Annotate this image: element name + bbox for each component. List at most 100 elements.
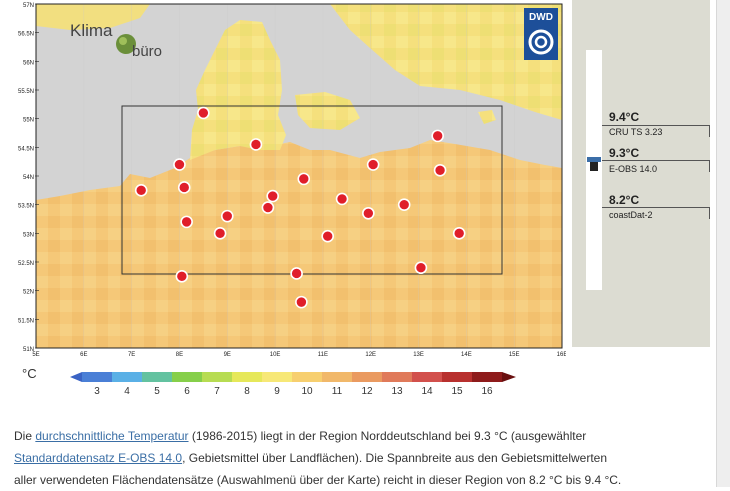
colorbar-right-arrow	[502, 372, 516, 382]
colorbar-tick-label: 10	[301, 386, 313, 397]
temperature-map: Klima büro DWD 57N 56.5N 56N 55.5N 55N 54.5N 5…	[18, 3, 567, 358]
stations-layer	[134, 106, 466, 309]
lon-label: 14E	[461, 352, 472, 356]
colorbar-segment	[352, 372, 383, 382]
lon-label: 8E	[176, 352, 183, 356]
source-cru: CRU TS 3.23	[609, 127, 663, 137]
temperature-colorbar: 3 4 5 6 7 8 9 10 11 12 13 14 15 16	[70, 372, 516, 397]
colorbar-left-arrow	[70, 372, 82, 382]
tick-line-coastdat	[602, 207, 710, 208]
tick-line-eobs	[602, 160, 710, 161]
lat-label: 54N	[23, 175, 34, 181]
land-jutland	[190, 20, 286, 160]
lat-label: 54.5N	[18, 146, 34, 152]
value-coastdat: 8.2°C	[609, 193, 640, 207]
lon-label: 15E	[509, 352, 520, 356]
station-marker[interactable]	[321, 229, 334, 243]
lat-label: 51.5N	[18, 318, 34, 324]
legend-unit: °C	[22, 366, 37, 381]
dataset-comparison-panel: 9.4°C CRU TS 3.23 9.3°C E-OBS 14.0 8.2°C…	[572, 0, 710, 347]
lon-label: 10E	[270, 352, 281, 356]
colorbar-segment	[202, 372, 233, 382]
colorbar-tick-label: 7	[214, 386, 220, 397]
source-coastdat: coastDat-2	[609, 210, 653, 220]
station-marker[interactable]	[397, 198, 411, 211]
colorbar-tick-label: 9	[274, 386, 280, 397]
station-marker[interactable]	[452, 227, 466, 240]
svg-text:büro: büro	[132, 43, 162, 60]
colorbar-tick-label: 3	[94, 386, 100, 397]
lat-label: 52.5N	[18, 261, 34, 267]
value-eobs: 9.3°C	[609, 146, 640, 160]
colorbar-tick-label: 6	[184, 386, 190, 397]
station-marker[interactable]	[414, 261, 428, 275]
land-sweden	[330, 4, 562, 120]
colorbar-segment	[442, 372, 473, 382]
lat-label: 52N	[23, 290, 34, 296]
station-marker[interactable]	[362, 206, 375, 220]
lon-label: 11E	[318, 352, 328, 356]
lat-label: 53N	[23, 232, 34, 238]
station-marker[interactable]	[220, 209, 234, 223]
lat-label: 55N	[23, 118, 34, 124]
colorbar-segment	[382, 372, 413, 382]
lat-label: 56N	[23, 60, 34, 66]
link-standard-dataset[interactable]: Standarddatensatz E-OBS 14.0	[14, 451, 183, 465]
station-marker[interactable]	[213, 227, 227, 240]
lat-label: 56.5N	[18, 32, 34, 38]
colorbar-segment	[292, 372, 323, 382]
colorbar-tick-label: 15	[451, 386, 463, 397]
station-marker[interactable]	[175, 270, 189, 283]
station-marker[interactable]	[290, 267, 303, 280]
station-marker[interactable]	[134, 184, 148, 197]
lon-label: 9E	[224, 352, 231, 356]
lat-label: 57N	[23, 3, 34, 9]
colorbar-tick-label: 14	[421, 386, 433, 397]
colorbar-tick-label: 8	[244, 386, 250, 397]
longitude-labels: 5E 6E 7E 8E 9E 10E 11E 12E 13E 14E 15E 16E	[32, 352, 567, 358]
link-average-temperature[interactable]: durchschnittliche Temperatur	[35, 429, 189, 443]
station-marker[interactable]	[249, 138, 263, 151]
lat-label: 55.5N	[18, 89, 34, 95]
colorbar-segment	[172, 372, 203, 382]
station-marker[interactable]	[266, 189, 280, 203]
land-norway	[36, 4, 150, 30]
colorbar-segment	[82, 372, 113, 382]
colorbar-tick-label: 11	[332, 386, 343, 397]
station-marker[interactable]	[335, 192, 349, 206]
lon-label: 6E	[80, 352, 87, 356]
colorbar-segment	[412, 372, 443, 382]
dwd-logo	[524, 8, 558, 60]
land-bornholm	[478, 110, 496, 124]
station-marker[interactable]	[297, 172, 311, 186]
station-marker[interactable]	[261, 201, 275, 214]
station-marker[interactable]	[197, 106, 210, 120]
colorbar-segment	[142, 372, 173, 382]
station-marker[interactable]	[180, 215, 193, 229]
source-eobs: E-OBS 14.0	[609, 164, 658, 174]
colorbar-segment	[262, 372, 293, 382]
value-cru: 9.4°C	[609, 110, 640, 124]
lat-label: 53.5N	[18, 204, 34, 210]
map-svg: Klima büro DWD 57N 56.5N 56N 55.5N 55N 54.5N 5…	[18, 3, 567, 358]
colorbar-tick-label: 12	[361, 386, 373, 397]
colorbar-segment	[112, 372, 143, 382]
station-marker[interactable]	[173, 158, 186, 171]
region-box	[121, 105, 503, 275]
selected-marker-icon	[584, 157, 604, 173]
colorbar-tick-label: 4	[124, 386, 130, 397]
colorbar-tick-label: 5	[154, 386, 160, 397]
land-germany	[36, 140, 562, 348]
station-marker[interactable]	[177, 181, 191, 194]
land-islands	[295, 92, 360, 130]
tick-line-cru	[602, 125, 710, 126]
dwd-text: DWD	[529, 12, 553, 23]
station-marker[interactable]	[433, 163, 447, 177]
colorbar-segment	[322, 372, 353, 382]
page-right-margin	[716, 0, 730, 487]
station-marker[interactable]	[295, 295, 308, 309]
station-marker[interactable]	[366, 158, 380, 171]
station-marker[interactable]	[431, 129, 444, 143]
klimabuero-logo: Klima	[70, 21, 113, 40]
lon-label: 5E	[32, 352, 39, 356]
